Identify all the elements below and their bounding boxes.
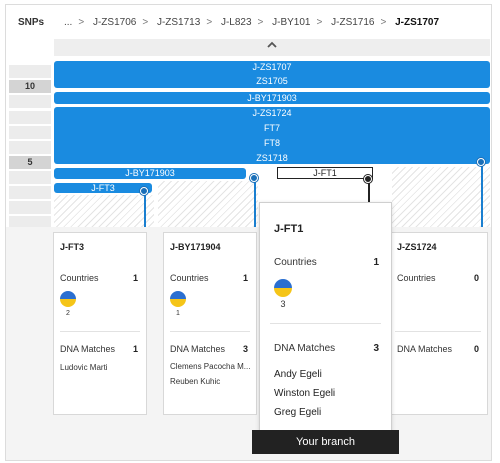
- branch-card-j-by171904[interactable]: J-BY171904 Countries 1 1 DNA Matches 3 C…: [163, 232, 257, 415]
- flag-count: 1: [176, 310, 180, 317]
- dna-matches-label: DNA Matches: [397, 344, 453, 354]
- branch-connector: [254, 179, 256, 228]
- branch-card-j-zs1724[interactable]: J-ZS1724 Countries 0 DNA Matches 0: [388, 232, 488, 415]
- breadcrumb-separator: >: [257, 17, 264, 28]
- branch-connector: [481, 163, 483, 228]
- your-branch-badge: Your branch: [252, 430, 399, 454]
- countries-count: 1: [242, 273, 248, 283]
- snp-cell: [9, 65, 51, 78]
- selected-branch-card-j-ft1[interactable]: J-FT1 Countries 1 3 DNA Matches 3 Andy E…: [259, 202, 392, 434]
- match-name[interactable]: Ludovic Marti: [60, 363, 108, 372]
- match-name[interactable]: Andy Egeli: [274, 369, 322, 380]
- snp-cell: [9, 95, 51, 108]
- breadcrumb-separator: >: [316, 17, 323, 28]
- branch-bar-j-by171903[interactable]: J-BY171903: [54, 92, 490, 104]
- card-title: J-ZS1724: [397, 242, 437, 252]
- branch-snp: FT8: [263, 138, 280, 148]
- snp-cell: 5: [9, 156, 51, 169]
- breadcrumb-separator: >: [78, 17, 85, 28]
- countries-count: 1: [373, 257, 379, 268]
- breadcrumb-item[interactable]: J-ZS1716: [331, 17, 375, 28]
- breadcrumb-separator: >: [380, 17, 387, 28]
- breadcrumb-item[interactable]: J-L823: [220, 17, 252, 28]
- breadcrumb-separator: >: [206, 17, 213, 28]
- match-name[interactable]: Greg Egeli: [274, 407, 322, 418]
- branch-card-j-ft3[interactable]: J-FT3 Countries 1 2 DNA Matches 1 Ludovi…: [53, 232, 147, 415]
- divider: [395, 331, 481, 332]
- empty-branch-area: [392, 167, 490, 227]
- match-name[interactable]: Winston Egeli: [274, 388, 336, 399]
- empty-branch-area: [158, 181, 258, 227]
- dna-matches-count: 1: [132, 344, 138, 354]
- snp-cell: [9, 201, 51, 214]
- countries-label: Countries: [60, 273, 99, 283]
- flag-count: 2: [66, 310, 70, 317]
- breadcrumb-header: SNPs ... > J-ZS1706 > J-ZS1713 > J-L823 > J-…: [6, 5, 491, 39]
- countries-count: 0: [473, 273, 479, 283]
- ukraine-flag-icon: [60, 291, 76, 307]
- ukraine-flag-icon: [274, 279, 292, 297]
- countries-label: Countries: [170, 273, 209, 283]
- breadcrumb-ellipsis[interactable]: ...: [64, 17, 73, 28]
- branch-bar-j-ft1[interactable]: J-FT1: [277, 167, 373, 179]
- breadcrumb: ... > J-ZS1706 > J-ZS1713 > J-L823 > J-BY101…: [64, 17, 439, 28]
- dna-matches-label: DNA Matches: [274, 343, 336, 354]
- dna-matches-count: 0: [473, 344, 479, 354]
- haplotree-panel: SNPs ... > J-ZS1706 > J-ZS1713 > J-L823 > J-…: [5, 4, 492, 461]
- branch-label: J-BY171903: [247, 93, 297, 103]
- snp-cell: [9, 111, 51, 124]
- chevron-up-icon: [267, 41, 277, 52]
- divider: [170, 331, 250, 332]
- countries-count: 1: [132, 273, 138, 283]
- snp-cell: 10: [9, 80, 51, 93]
- ukraine-flag-icon: [170, 291, 186, 307]
- branch-bar-j-zs1724[interactable]: J-ZS1724 FT7 FT8 ZS1718: [54, 107, 490, 164]
- branch-bar-j-ft3[interactable]: J-FT3: [54, 183, 152, 193]
- branch-node[interactable]: [140, 187, 148, 195]
- dna-matches-label: DNA Matches: [170, 344, 226, 354]
- branch-snp: ZS1718: [256, 153, 288, 163]
- divider: [60, 331, 140, 332]
- flag-count: 3: [280, 299, 286, 309]
- collapse-tree-button[interactable]: [54, 39, 490, 56]
- divider: [270, 323, 381, 324]
- countries-label: Countries: [397, 273, 436, 283]
- snp-cell: [9, 216, 51, 229]
- match-name[interactable]: Reuben Kuhic: [170, 377, 221, 386]
- match-name[interactable]: Clemens Pacocha M...: [170, 362, 251, 371]
- branch-label: J-FT3: [91, 183, 115, 193]
- branch-snp: ZS1705: [256, 76, 288, 86]
- dna-matches-count: 3: [242, 344, 248, 354]
- empty-branch-area: [54, 195, 154, 227]
- snp-cell: [9, 171, 51, 184]
- branch-label: J-BY171903: [125, 168, 175, 178]
- branch-bar-j-by171903-sub[interactable]: J-BY171903: [54, 168, 246, 179]
- branch-node-selected[interactable]: [364, 175, 372, 183]
- branch-snp: FT7: [263, 123, 280, 133]
- snp-cell: [9, 126, 51, 139]
- breadcrumb-current: J-ZS1707: [395, 17, 440, 28]
- branch-label: J-ZS1707: [252, 62, 292, 72]
- dna-matches-label: DNA Matches: [60, 344, 116, 354]
- branch-connector: [144, 191, 146, 228]
- branch-label: J-ZS1724: [252, 108, 292, 118]
- card-title: J-BY171904: [170, 242, 221, 252]
- snps-column-label: SNPs: [18, 17, 45, 28]
- card-title: J-FT3: [60, 242, 85, 252]
- breadcrumb-item[interactable]: J-ZS1706: [92, 17, 137, 28]
- branch-connector: [368, 179, 370, 203]
- countries-label: Countries: [274, 257, 317, 268]
- branch-label: J-FT1: [313, 168, 337, 178]
- branch-bar-j-zs1707[interactable]: J-ZS1707 ZS1705: [54, 61, 490, 88]
- breadcrumb-separator: >: [142, 17, 149, 28]
- snp-cell: [9, 186, 51, 199]
- snp-cell: [9, 141, 51, 154]
- branch-node[interactable]: [250, 174, 258, 182]
- dna-matches-count: 3: [373, 343, 379, 354]
- card-title: J-FT1: [274, 223, 304, 235]
- breadcrumb-item[interactable]: J-ZS1713: [156, 17, 201, 28]
- breadcrumb-item[interactable]: J-BY101: [272, 17, 311, 28]
- branch-node[interactable]: [477, 158, 485, 166]
